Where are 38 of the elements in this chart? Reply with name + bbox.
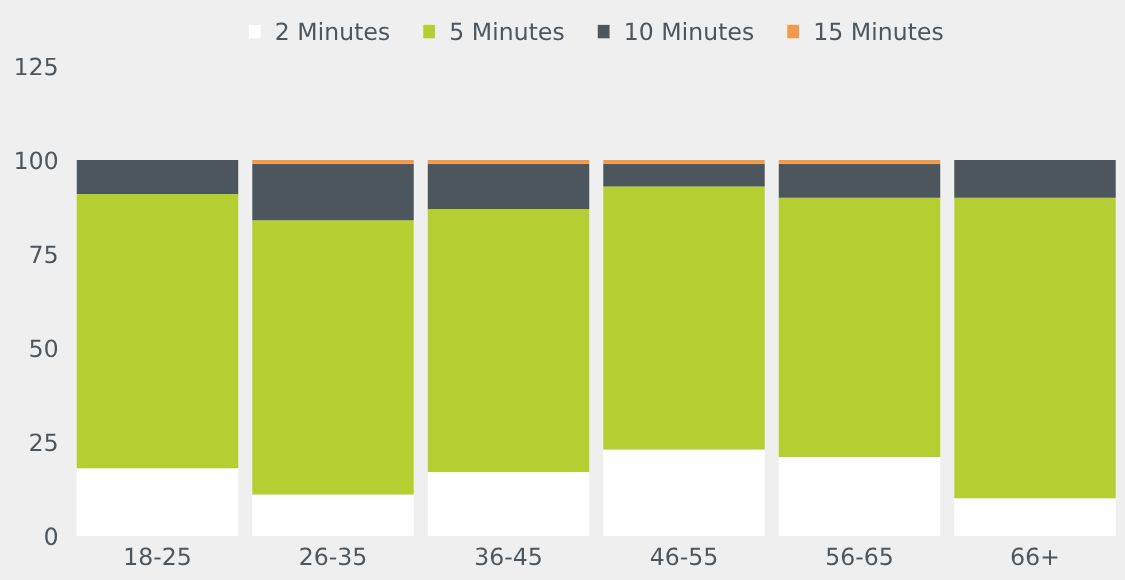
legend-label: 5 Minutes: [451, 22, 564, 41]
legend-label: 15 Minutes: [815, 22, 943, 41]
bar: [954, 498, 1116, 536]
bar: [252, 160, 414, 164]
bar: [603, 186, 765, 450]
x-tick-label: 26-35: [300, 547, 366, 566]
x-tick-label: 56-65: [827, 547, 892, 566]
y-tick-label: 50: [30, 339, 58, 358]
bar: [778, 197, 941, 457]
bar: [603, 160, 765, 164]
bar: [954, 197, 1116, 499]
x-tick-label: 36-45: [476, 547, 541, 566]
bar: [778, 163, 941, 198]
bar: [427, 472, 590, 536]
bar: [252, 163, 414, 221]
x-tick-label: 46-55: [650, 547, 717, 566]
y-tick-label: 100: [16, 151, 58, 170]
bar: [252, 220, 414, 495]
x-tick-label: 18-25: [125, 547, 190, 566]
y-tick-label: 0: [45, 527, 58, 546]
legend-label: 10 Minutes: [626, 22, 754, 41]
bar: [778, 456, 941, 536]
bar: [252, 494, 414, 536]
bar: [427, 208, 590, 473]
bar: [427, 160, 590, 164]
y-tick-label: 75: [30, 245, 57, 264]
y-tick-label: 25: [30, 433, 57, 452]
bar: [603, 163, 765, 187]
x-tick-label: 66+: [1011, 547, 1058, 566]
bar: [76, 468, 239, 536]
y-tick-label: 125: [16, 57, 57, 76]
legend-label: 2 Minutes: [276, 22, 390, 41]
bar: [778, 160, 941, 164]
bar: [603, 449, 765, 536]
bar: [954, 160, 1116, 198]
bar: [427, 163, 590, 209]
bar: [76, 193, 239, 469]
bar: [76, 160, 239, 194]
